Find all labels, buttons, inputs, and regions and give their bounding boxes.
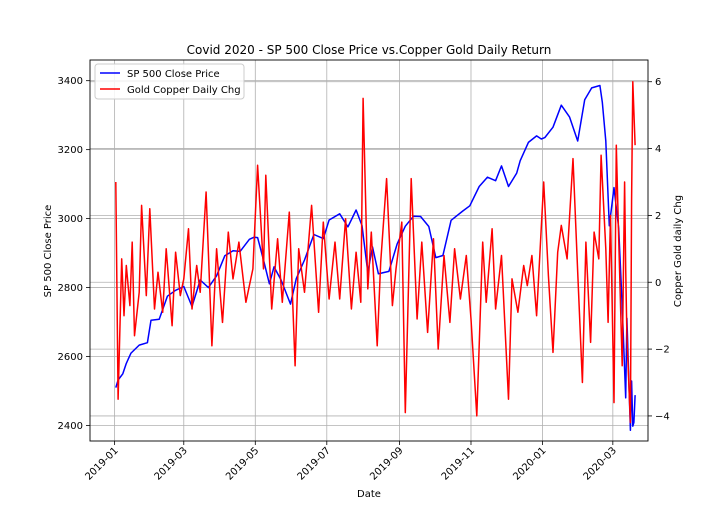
y-left-tick-label: 2800 xyxy=(58,283,83,294)
y-axis-left-label: SP 500 Close Price xyxy=(43,205,54,298)
grid-lines xyxy=(90,60,648,441)
chart-legend: SP 500 Close Price Gold Copper Daily Chg xyxy=(94,63,245,100)
y-left-tick-label: 2400 xyxy=(58,421,83,432)
plot-series xyxy=(115,80,636,432)
legend-label-gold-copper: Gold Copper Daily Chg xyxy=(127,85,241,96)
legend-frame xyxy=(94,63,245,100)
y-right-tick-label: 4 xyxy=(655,144,661,155)
x-axis-label: Date xyxy=(357,489,381,500)
plot-area-frame xyxy=(89,59,649,442)
y-left-tick-label: 3000 xyxy=(58,214,83,225)
y-right-tick-label: 2 xyxy=(655,211,661,222)
y-right-tick-label: 0 xyxy=(655,278,661,289)
series-line-sp500 xyxy=(115,84,636,432)
y-right-tick-label: 6 xyxy=(655,77,661,88)
y-right-tick-label: −2 xyxy=(655,345,670,356)
y-axis-right-label: Copper Gold daily Chg xyxy=(673,195,684,307)
y-left-tick-label: 3200 xyxy=(58,145,83,156)
legend-label-sp500: SP 500 Close Price xyxy=(127,69,220,80)
y-left-tick-label: 3400 xyxy=(58,76,83,87)
chart-title: Covid 2020 - SP 500 Close Price vs.Coppe… xyxy=(187,43,552,57)
series-line-gold-copper xyxy=(115,80,636,424)
y-right-tick-label: −4 xyxy=(655,411,670,422)
y-left-tick-label: 2600 xyxy=(58,352,83,363)
